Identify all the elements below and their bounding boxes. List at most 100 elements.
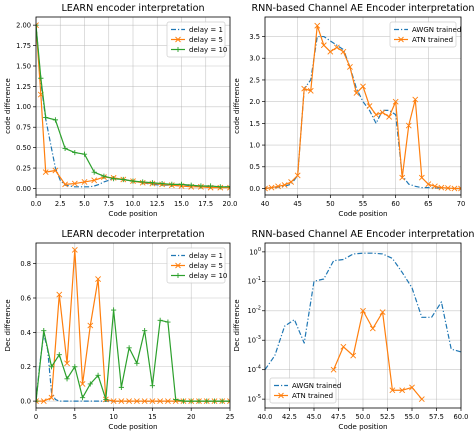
x-tick-label: 20 — [187, 413, 196, 421]
x-tick-label: 5.0 — [79, 200, 90, 208]
legend-box — [166, 21, 226, 58]
x-tick-label: 40.0 — [258, 413, 273, 421]
data-point — [333, 44, 340, 51]
chart-title: RNN-based Channel AE Encoder interpretat… — [252, 229, 475, 240]
y-tick-label: 2.00 — [16, 22, 31, 30]
y-tick-label: 0.8 — [20, 260, 31, 268]
data-point — [399, 387, 406, 394]
legend-marker — [175, 273, 181, 278]
data-point — [227, 398, 230, 404]
data-point — [188, 398, 194, 404]
data-point — [281, 182, 288, 188]
data-point — [48, 394, 55, 401]
series-line-2 — [333, 310, 423, 400]
x-tick-label: 47.5 — [331, 413, 346, 421]
legend: AWGN trained ATN trained — [269, 377, 341, 404]
data-point — [141, 398, 148, 405]
y-tick-label: 1.5 — [249, 120, 260, 128]
data-point — [56, 352, 62, 358]
data-point — [120, 176, 126, 183]
data-point — [451, 185, 458, 192]
data-point — [41, 328, 47, 334]
data-point — [373, 111, 379, 118]
data-point — [72, 364, 78, 370]
data-point — [268, 184, 275, 191]
data-point — [36, 22, 39, 29]
data-point — [103, 396, 109, 403]
legend-marker — [398, 36, 404, 43]
data-point — [79, 395, 86, 401]
data-point — [72, 149, 78, 156]
legend-marker — [175, 47, 181, 52]
y-tick-label: 0.2 — [20, 363, 31, 371]
legend-marker — [278, 392, 284, 399]
data-point — [198, 183, 204, 189]
x-tick-label: 57.5 — [429, 413, 444, 421]
data-point — [149, 398, 156, 405]
data-point — [275, 183, 281, 190]
series-group — [265, 252, 461, 403]
data-point — [227, 184, 230, 191]
data-point — [196, 398, 202, 404]
chart-title: RNN-based Channel AE Encoder interpretat… — [252, 3, 475, 14]
data-point — [405, 122, 412, 129]
data-point — [87, 381, 93, 387]
data-point — [301, 85, 308, 92]
data-point — [288, 179, 295, 185]
legend-marker — [175, 262, 181, 269]
y-axis-label: code difference — [3, 78, 12, 134]
y-tick-label: 1.0 — [249, 141, 260, 149]
chart-panel-3: 0 5 10 15 20 25 0.0 0.2 0.4 0.6 0.8 LEARN decoder i… — [3, 229, 234, 431]
legend: AWGN trained ATN trained — [389, 21, 461, 48]
data-point — [211, 398, 218, 404]
data-point — [110, 398, 117, 405]
legend-box — [269, 377, 337, 404]
data-point — [366, 103, 373, 109]
data-point — [36, 22, 39, 28]
data-point — [64, 360, 70, 367]
data-point — [188, 182, 194, 188]
data-point — [38, 75, 44, 81]
data-point — [178, 181, 185, 187]
data-point — [165, 319, 171, 325]
data-point — [101, 173, 107, 179]
y-tick-label: 1.50 — [16, 62, 31, 70]
data-point — [111, 176, 117, 182]
data-point — [157, 317, 163, 323]
data-point — [386, 113, 393, 120]
data-point — [43, 114, 49, 121]
y-axis-label: Dec difference — [232, 299, 241, 352]
data-point — [81, 179, 88, 185]
data-point — [379, 109, 386, 116]
data-point — [379, 309, 386, 316]
data-point — [91, 177, 98, 184]
data-point — [71, 246, 78, 253]
y-tick-label: 100 — [249, 247, 261, 256]
data-point — [52, 117, 58, 123]
data-point — [134, 360, 140, 366]
y-tick-label: 3.0 — [249, 55, 260, 63]
data-point — [369, 325, 376, 332]
data-point — [314, 22, 321, 29]
data-point — [204, 398, 210, 404]
legend-label: AWGN trained — [412, 26, 461, 34]
data-point — [320, 42, 327, 49]
x-axis-label: Code position — [108, 209, 157, 218]
legend-label: delay = 10 — [189, 272, 227, 280]
data-point — [340, 343, 347, 350]
data-point — [227, 398, 230, 405]
y-tick-label: 2.0 — [249, 98, 260, 106]
x-tick-label: 2.5 — [55, 200, 66, 208]
y-tick-label: 10-4 — [247, 365, 261, 375]
data-point — [140, 179, 146, 185]
data-point — [118, 384, 124, 390]
data-point — [142, 328, 148, 334]
x-tick-label: 42.5 — [282, 413, 297, 421]
x-tick-label: 52.5 — [380, 413, 395, 421]
data-point — [71, 180, 78, 187]
series-line-1 — [265, 252, 461, 371]
x-tick-label: 40 — [261, 200, 270, 208]
series-group — [36, 22, 230, 191]
data-point — [294, 172, 301, 179]
